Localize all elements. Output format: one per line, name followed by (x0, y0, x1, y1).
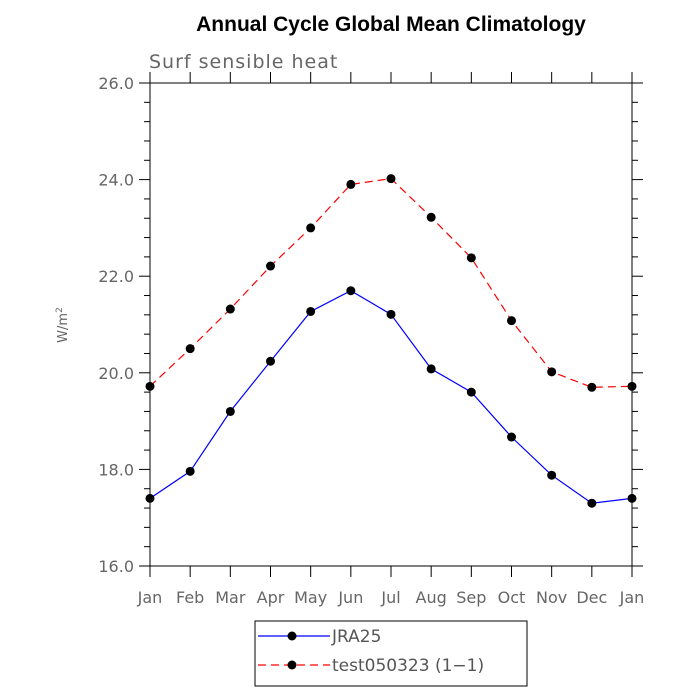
chart-subtitle: Surf sensible heat (149, 51, 338, 73)
x-tick-label: Nov (536, 588, 567, 607)
series-1-point (306, 306, 316, 316)
series-2-point (426, 212, 436, 222)
series-1-point (145, 493, 155, 503)
series-1-point (386, 309, 396, 319)
series-2-point (185, 344, 195, 354)
y-tick-label: 16.0 (98, 557, 134, 576)
plot-frame (149, 82, 633, 567)
series-2-point (225, 304, 235, 314)
x-tick-label: Jan (137, 588, 163, 607)
y-axis-label-text: W/m (56, 313, 71, 343)
legend-marker-1 (287, 631, 297, 641)
series-2-point (306, 223, 316, 233)
axes: 16.0 18.0 20.0 22.0 24.0 26.0 Jan Feb Mar Apr May J… (98, 72, 644, 607)
series-1-point (466, 387, 476, 397)
y-tick-label: 20.0 (98, 364, 134, 383)
x-tick-label: Feb (176, 588, 204, 607)
series-2-point (587, 382, 597, 392)
series-2-point (386, 174, 396, 184)
x-tick-label: Dec (576, 588, 607, 607)
chart-title: Annual Cycle Global Mean Climatology (196, 13, 586, 36)
series-1-point (266, 356, 275, 366)
series-1-point (346, 286, 356, 296)
y-axis-label: W/m2 (55, 307, 71, 343)
series-1-point (185, 466, 195, 476)
series-line-2 (149, 177, 633, 388)
y-tick-label: 26.0 (98, 74, 134, 93)
y-axis-label-superscript: 2 (55, 307, 65, 313)
series-1-point (225, 406, 235, 416)
x-tick-label: May (294, 588, 327, 607)
x-tick-label: Sep (456, 588, 486, 607)
x-tick-label: Jan (619, 588, 645, 607)
x-tick-label: Mar (215, 588, 246, 607)
series-2-point (627, 381, 637, 391)
series-2-point (466, 253, 476, 263)
legend: JRA25 test050323 (1−1) (254, 620, 528, 687)
series-1-point (507, 432, 516, 442)
series-1-point (587, 498, 597, 508)
series-2-point (346, 179, 356, 189)
x-tick-label: Jun (337, 588, 363, 607)
x-tick-label: Aug (416, 588, 447, 607)
series-2-point (547, 367, 557, 377)
x-tick-label: Apr (257, 588, 285, 607)
y-tick-label: 24.0 (98, 171, 134, 190)
legend-label-2: test050323 (1−1) (332, 656, 484, 676)
series-line-1 (149, 290, 633, 504)
series-2-point (145, 381, 155, 391)
series-1-point (627, 493, 637, 503)
series-2-point (507, 316, 516, 326)
x-tick-label: Jul (380, 588, 400, 607)
series-1-point (426, 364, 436, 374)
series-2-point (266, 261, 275, 271)
legend-box (254, 620, 528, 687)
legend-label-1: JRA25 (331, 627, 381, 647)
y-tick-label: 22.0 (98, 267, 134, 286)
legend-marker-2 (287, 660, 297, 670)
x-tick-label: Oct (498, 588, 526, 607)
y-tick-label: 18.0 (98, 460, 134, 479)
series-1-point (547, 470, 557, 480)
series-layer (145, 174, 637, 508)
